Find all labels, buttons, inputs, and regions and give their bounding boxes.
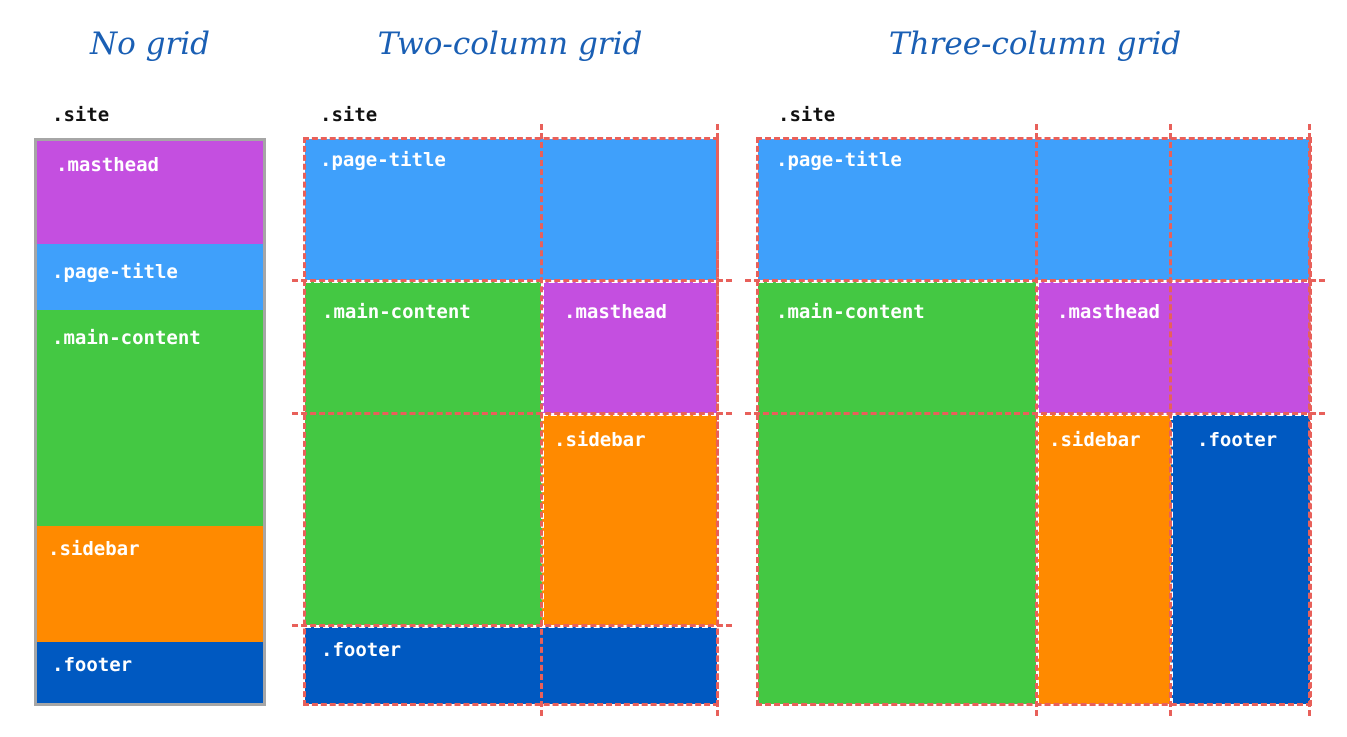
area-label: .footer	[52, 654, 133, 676]
area-label: .sidebar	[554, 429, 646, 451]
area-label: .page-title	[320, 149, 446, 171]
grid-line	[540, 124, 543, 716]
page-title-area: .page-title	[305, 139, 717, 281]
grid-line	[1169, 124, 1172, 716]
area-label: .main-content	[52, 327, 201, 349]
grid-line	[1035, 124, 1038, 716]
grid-line	[292, 279, 732, 282]
site-container	[303, 137, 719, 706]
site-label: .site	[52, 104, 110, 126]
main-content-area: .main-content	[36, 310, 264, 526]
site-label: .site	[778, 104, 836, 126]
sidebar-area: .sidebar	[1037, 414, 1171, 704]
area-label: .masthead	[1057, 301, 1160, 323]
grid-line	[292, 412, 732, 415]
grid-line	[292, 624, 732, 627]
footer-area: .footer	[305, 626, 717, 704]
heading-two-column-grid: Two-column grid	[377, 26, 643, 62]
area-label: .main-content	[322, 301, 471, 323]
area-label: .main-content	[776, 301, 925, 323]
area-label: .masthead	[564, 301, 667, 323]
main-content-area: .main-content	[305, 281, 542, 626]
area-label: .sidebar	[1049, 429, 1141, 451]
footer-area: .footer	[36, 642, 264, 704]
area-label: .sidebar	[48, 538, 140, 560]
sidebar-area: .sidebar	[36, 526, 264, 642]
heading-three-column-grid: Three-column grid	[888, 26, 1182, 62]
area-label: .footer	[1197, 429, 1278, 451]
masthead-area: .masthead	[542, 281, 717, 414]
site-label: .site	[320, 104, 378, 126]
heading-no-grid: No grid	[89, 26, 211, 62]
site-container	[756, 137, 1312, 706]
site-container	[34, 138, 266, 706]
area-label: .page-title	[776, 149, 902, 171]
masthead-area: .masthead	[1037, 281, 1310, 414]
page-title-area: .page-title	[758, 139, 1310, 281]
footer-area: .footer	[1171, 414, 1310, 704]
page-title-area: .page-title	[36, 244, 264, 310]
area-label: .masthead	[56, 154, 159, 176]
main-content-area: .main-content	[758, 281, 1037, 704]
masthead-area: .masthead	[36, 140, 264, 244]
area-label: .page-title	[52, 261, 178, 283]
sidebar-area: .sidebar	[542, 414, 717, 626]
area-label: .footer	[321, 639, 402, 661]
